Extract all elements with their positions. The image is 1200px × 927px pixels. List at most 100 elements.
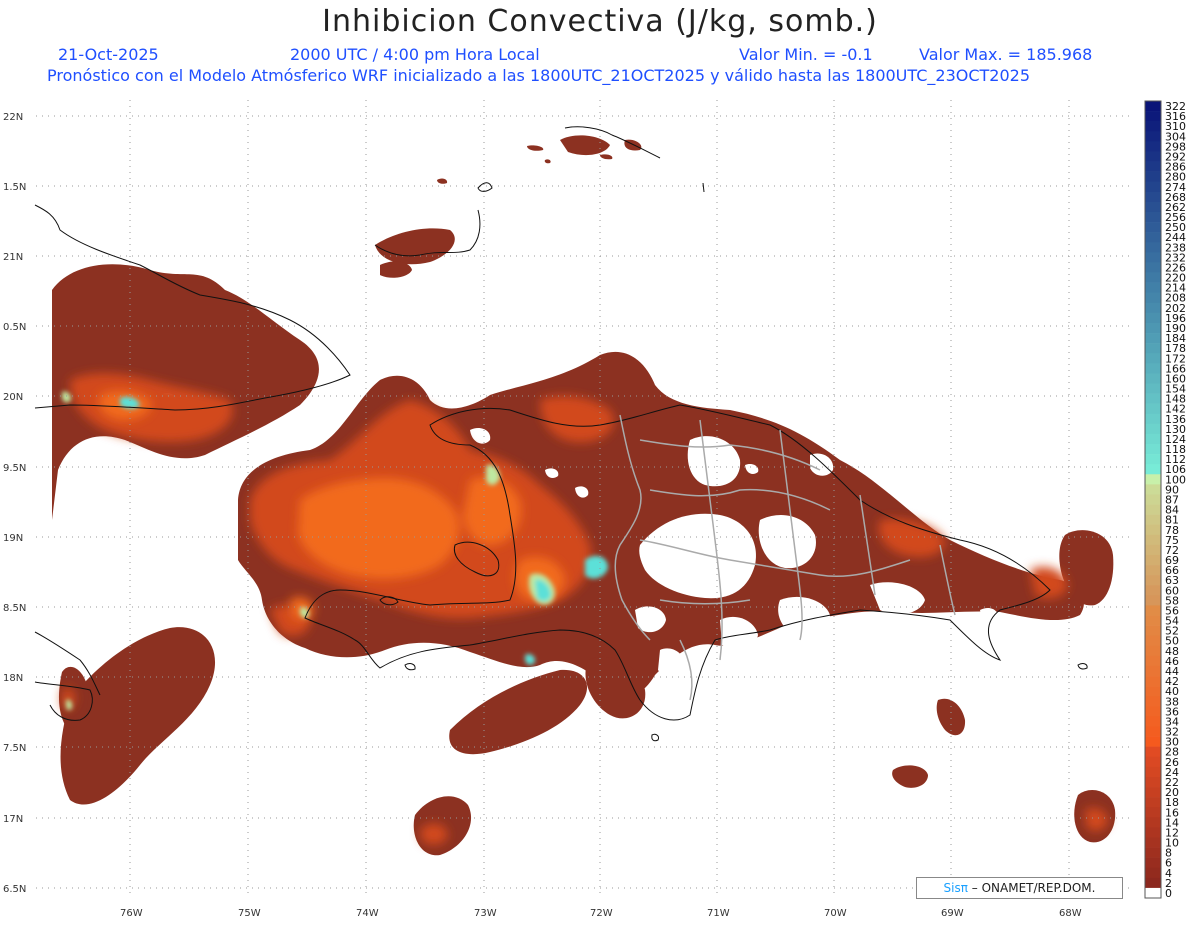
colorbar-label: 166	[1165, 362, 1186, 375]
colorbar-swatch	[1145, 232, 1161, 243]
colorbar-label: 292	[1165, 150, 1186, 163]
colorbar-label: 18	[1165, 796, 1179, 809]
colorbar-swatch	[1145, 645, 1161, 657]
colorbar-swatch	[1145, 403, 1161, 415]
date-label: 21-Oct-2025	[58, 45, 159, 64]
colorbar-label: 280	[1165, 171, 1186, 184]
colorbar-swatch	[1145, 413, 1161, 425]
credit-box: Sisπ – ONAMET/REP.DOM.	[916, 877, 1123, 899]
colorbar-swatch	[1145, 484, 1161, 495]
province-boundaries	[614, 414, 956, 701]
colorbar-swatch	[1145, 333, 1161, 344]
colorbar-label: 238	[1165, 241, 1186, 254]
lat-label: 22N	[3, 112, 23, 123]
colorbar-label: 78	[1165, 524, 1179, 537]
colorbar-swatch	[1145, 211, 1161, 223]
colorbar-swatch	[1145, 312, 1161, 324]
colorbar-label: 54	[1165, 615, 1179, 628]
colorbar-swatch	[1145, 787, 1161, 798]
colorbar-swatch	[1145, 696, 1161, 707]
lon-label: 68W	[1059, 908, 1082, 919]
colorbar-swatch	[1145, 756, 1161, 768]
colorbar-swatch	[1145, 141, 1161, 152]
colorbar-label: 256	[1165, 211, 1186, 224]
colorbar-label: 36	[1165, 705, 1179, 718]
colorbar-swatch	[1145, 423, 1161, 435]
colorbar-label: 52	[1165, 625, 1179, 638]
colorbar-swatch	[1145, 504, 1161, 515]
colorbar-swatch	[1145, 585, 1161, 596]
sis-logo-text: Sisπ	[943, 881, 968, 895]
lat-label: 9.5N	[3, 463, 26, 474]
lon-label: 71W	[707, 908, 730, 919]
colorbar-label: 118	[1165, 443, 1186, 456]
colorbar-swatch	[1145, 625, 1161, 636]
colorbar-swatch	[1145, 857, 1161, 869]
colorbar-swatch	[1145, 797, 1161, 808]
colorbar-label: 46	[1165, 655, 1179, 668]
colorbar-label: 32	[1165, 726, 1179, 739]
colorbar-swatch	[1145, 736, 1161, 747]
colorbar-label: 268	[1165, 191, 1186, 204]
colorbar-swatch	[1145, 433, 1161, 445]
colorbar-label: 214	[1165, 282, 1186, 295]
colorbar-swatch	[1145, 454, 1161, 465]
colorbar-swatch	[1145, 554, 1161, 566]
colorbar-swatch	[1145, 524, 1161, 536]
lon-label: 69W	[941, 908, 964, 919]
colorbar-label: 100	[1165, 473, 1186, 486]
colorbar-swatch	[1145, 534, 1161, 546]
colorbar-swatch	[1145, 161, 1161, 172]
colorbar-label: 48	[1165, 645, 1179, 658]
colorbar-swatch	[1145, 877, 1161, 889]
colorbar-label: 16	[1165, 806, 1179, 819]
forecast-label: Pronóstico con el Modelo Atmósferico WRF…	[47, 66, 1031, 85]
valor-max-label: Valor Max. = 185.968	[919, 45, 1093, 64]
colorbar-swatch	[1145, 262, 1161, 273]
colorbar-swatch	[1145, 363, 1161, 374]
colorbar-label: 56	[1165, 604, 1179, 617]
colorbar-label: 196	[1165, 312, 1186, 325]
colorbar-label: 172	[1165, 352, 1186, 365]
colorbar-label: 130	[1165, 423, 1186, 436]
time-label: 2000 UTC / 4:00 pm Hora Local	[290, 45, 540, 64]
colorbar-label: 112	[1165, 453, 1186, 466]
colorbar-label: 220	[1165, 272, 1186, 285]
credit-text: – ONAMET/REP.DOM.	[971, 881, 1096, 895]
colorbar-label: 142	[1165, 403, 1186, 416]
colorbar-swatch	[1145, 121, 1161, 132]
lat-label: 8.5N	[3, 603, 26, 614]
colorbar-swatch	[1145, 766, 1161, 778]
colorbar-label: 250	[1165, 221, 1186, 234]
lon-label: 72W	[590, 908, 613, 919]
colorbar-swatch	[1145, 151, 1161, 162]
colorbar-label: 81	[1165, 514, 1179, 527]
map-title: Inhibicion Convectiva (J/kg, somb.)	[322, 4, 878, 39]
colorbar-label: 87	[1165, 494, 1179, 507]
lon-label: 73W	[474, 908, 497, 919]
colorbar-label: 44	[1165, 665, 1179, 678]
colorbar-label: 90	[1165, 483, 1179, 496]
colorbar-label: 12	[1165, 826, 1179, 839]
colorbar-label: 136	[1165, 413, 1186, 426]
colorbar-swatch	[1145, 807, 1161, 818]
colorbar-label: 184	[1165, 332, 1186, 345]
colorbar-label: 69	[1165, 554, 1179, 567]
colorbar-swatch	[1145, 353, 1161, 364]
lat-label: 6.5N	[3, 884, 26, 895]
lon-label: 74W	[356, 908, 379, 919]
colorbar-label: 208	[1165, 292, 1186, 305]
colorbar-label: 30	[1165, 736, 1179, 749]
colorbar-label: 24	[1165, 766, 1179, 779]
colorbar-swatch	[1145, 746, 1161, 758]
lat-label: 1.5N	[3, 182, 26, 193]
coastlines	[34, 126, 1088, 742]
colorbar-swatch	[1145, 605, 1161, 616]
colorbar-label: 50	[1165, 635, 1179, 648]
colorbar-label: 322	[1165, 100, 1186, 113]
colorbar-swatch	[1145, 494, 1161, 505]
colorbar-label: 10	[1165, 837, 1179, 850]
colorbar-label: 154	[1165, 383, 1186, 396]
lon-label: 76W	[120, 908, 143, 919]
colorbar-swatch	[1145, 474, 1161, 485]
